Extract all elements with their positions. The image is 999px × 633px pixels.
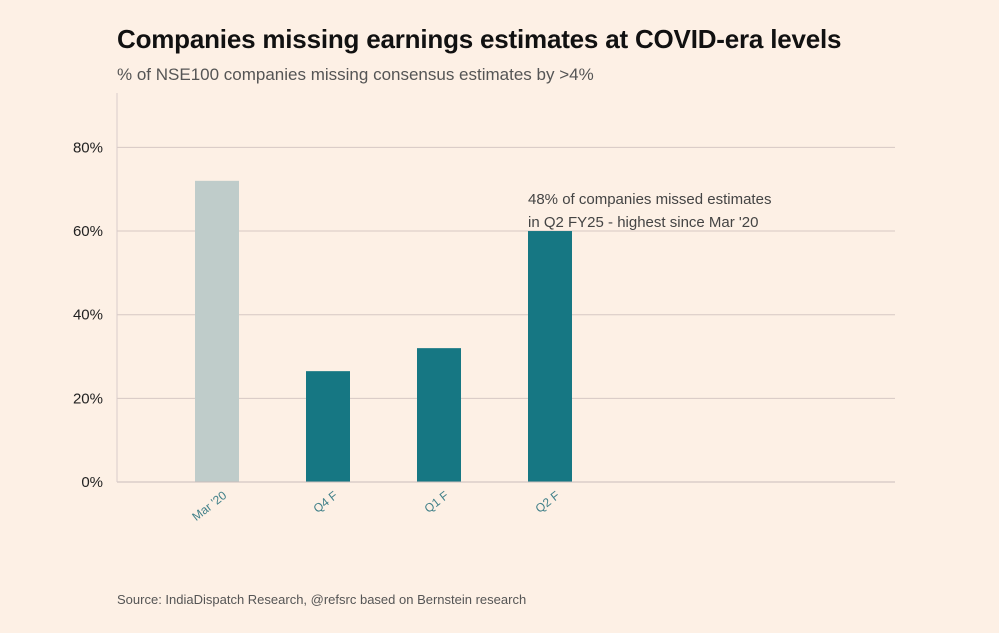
y-tick-label: 60% bbox=[73, 223, 103, 240]
source-note: Source: IndiaDispatch Research, @refsrc … bbox=[117, 592, 527, 607]
y-tick-label: 0% bbox=[81, 474, 103, 491]
bar bbox=[195, 180, 239, 482]
annotation-text: 48% of companies missed estimates bbox=[528, 191, 771, 208]
x-tick-label: Mar '20 bbox=[189, 488, 229, 524]
bars bbox=[195, 180, 572, 482]
chart-subtitle: % of NSE100 companies missing consensus … bbox=[117, 65, 594, 84]
annotation-text: in Q2 FY25 - highest since Mar '20 bbox=[528, 214, 758, 231]
chart-title: Companies missing earnings estimates at … bbox=[117, 24, 842, 54]
x-tick-label: Q4 F bbox=[311, 488, 341, 515]
axes bbox=[116, 93, 895, 483]
gridlines bbox=[117, 146, 895, 399]
y-tick-label: 80% bbox=[73, 139, 103, 156]
x-tick-label: Q1 F bbox=[422, 488, 452, 515]
bar bbox=[528, 231, 572, 482]
y-tick-label: 20% bbox=[73, 390, 103, 407]
annotation: 48% of companies missed estimates in Q2 F… bbox=[528, 191, 771, 231]
x-tick-label: Q2 F bbox=[533, 488, 563, 515]
y-tick-label: 40% bbox=[73, 307, 103, 324]
bar bbox=[417, 348, 461, 482]
bar bbox=[306, 371, 350, 482]
